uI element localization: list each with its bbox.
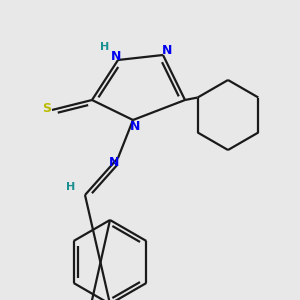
- Text: N: N: [162, 44, 172, 58]
- Text: N: N: [109, 155, 119, 169]
- Text: N: N: [130, 119, 140, 133]
- Text: H: H: [100, 42, 109, 52]
- Text: H: H: [66, 182, 76, 192]
- Text: N: N: [111, 50, 121, 64]
- Text: S: S: [43, 103, 52, 116]
